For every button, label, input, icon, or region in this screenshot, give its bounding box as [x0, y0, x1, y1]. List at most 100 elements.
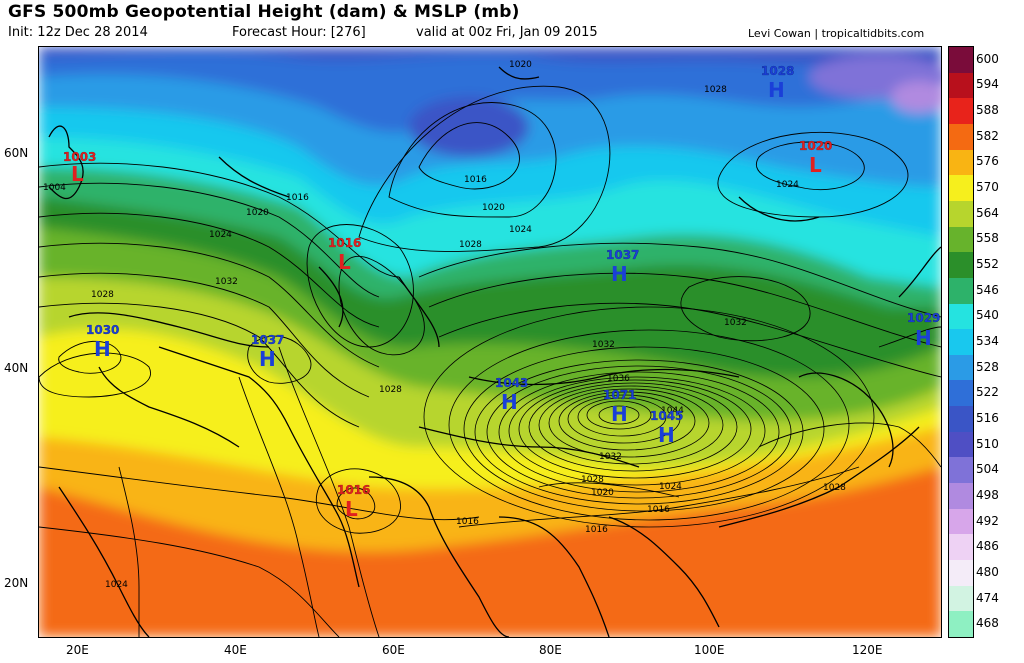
- map-title: GFS 500mb Geopotential Height (dam) & MS…: [8, 2, 520, 22]
- high-center: 1030 H: [86, 323, 120, 361]
- colorbar-label: 564: [976, 205, 999, 220]
- colorbar-swatch: [949, 534, 973, 561]
- colorbar-label: 474: [976, 590, 999, 605]
- colorbar-swatch: [949, 380, 973, 407]
- colorbar-label: 582: [976, 128, 999, 143]
- low-center-letter: L: [809, 153, 822, 177]
- high-center-letter: H: [768, 78, 785, 102]
- isobar-label: 1020: [591, 488, 614, 498]
- colorbar-label: 570: [976, 180, 999, 195]
- colorbar-swatch: [949, 175, 973, 202]
- colorbar-label: 510: [976, 436, 999, 451]
- high-center-value: 1037: [251, 333, 284, 347]
- credit: Levi Cowan | tropicaltidbits.com: [748, 27, 925, 40]
- isobar-label: 1032: [215, 277, 238, 287]
- colorbar-swatch: [949, 611, 973, 638]
- isobar-label: 1016: [456, 517, 479, 527]
- high-center-value: 1030: [86, 323, 119, 337]
- colorbar-label: 540: [976, 308, 999, 323]
- isobar-label: 1028: [459, 240, 482, 250]
- lat-label: 60N: [4, 146, 29, 160]
- isobar-label: 1020: [509, 60, 532, 70]
- coastlines: [48, 66, 941, 637]
- isobar-label: 1028: [704, 85, 727, 95]
- lat-label: 20N: [4, 576, 29, 590]
- low-center-value: 1016: [337, 483, 370, 497]
- colorbar-swatch: [949, 303, 973, 330]
- isobar-label: 1024: [509, 225, 532, 235]
- low-center-letter: L: [71, 162, 84, 186]
- high-center-value: 1029: [907, 311, 940, 325]
- colorbar-swatch: [949, 406, 973, 433]
- low-center-letter: L: [345, 497, 358, 521]
- isobar-label: 1016: [464, 175, 487, 185]
- high-center-letter: H: [259, 347, 276, 371]
- colorbar-label: 480: [976, 564, 999, 579]
- lon-label: 120E: [852, 643, 883, 657]
- colorbar-label: 534: [976, 334, 999, 348]
- colorbar-swatch: [949, 47, 973, 74]
- colorbar-swatch: [949, 508, 973, 535]
- lon-label: 20E: [66, 643, 89, 657]
- low-center: 1016 L: [337, 483, 371, 521]
- isobar-label: 1020: [246, 208, 269, 218]
- colorbar-label: 504: [976, 462, 999, 477]
- colorbar-swatch: [949, 585, 973, 612]
- colorbar-label: 552: [976, 257, 999, 272]
- colorbar-swatch: [949, 457, 973, 484]
- colorbar-label: 546: [976, 282, 999, 297]
- high-center: 1037 H: [251, 333, 285, 371]
- high-center-value: 1071: [603, 388, 636, 402]
- isobar-label: 1028: [581, 475, 604, 485]
- high-center: 1043 H: [495, 376, 529, 414]
- colorbar-label: 558: [976, 231, 999, 246]
- colorbar-label: 498: [976, 487, 999, 502]
- colorbar-swatch: [949, 149, 973, 176]
- colorbar-label: 594: [976, 77, 999, 92]
- isobar-label: 1016: [647, 505, 670, 515]
- high-center-letter: H: [915, 326, 932, 350]
- colorbar-label: 486: [976, 539, 999, 554]
- high-center: 1029 H: [907, 311, 941, 350]
- colorbar-swatch: [949, 72, 973, 99]
- colorbar-swatch: [949, 123, 973, 151]
- isobar-label: 1028: [379, 385, 402, 395]
- high-center-value: 1028: [761, 64, 794, 78]
- lon-label: 60E: [382, 643, 405, 657]
- colorbar-label: 522: [976, 385, 999, 400]
- low-center: 1016 L: [328, 236, 362, 274]
- colorbar-swatch: [949, 329, 973, 356]
- colorbar-swatch: [949, 98, 973, 125]
- colorbar-swatch: [949, 277, 973, 304]
- isobar-label: 1028: [91, 290, 114, 300]
- high-center-value: 1037: [606, 248, 639, 262]
- high-center-value: 1043: [495, 376, 528, 390]
- isobar-label: 1032: [724, 318, 747, 328]
- colorbar-label: 588: [976, 103, 999, 118]
- high-center-value: 1045: [650, 409, 683, 423]
- colorbar-swatch: [949, 226, 973, 253]
- isobar-label: 1032: [599, 452, 622, 462]
- colorbar-swatch: [949, 354, 973, 381]
- isobar-label: 1016: [585, 525, 608, 535]
- forecast-hour: Forecast Hour: [276]: [232, 25, 366, 40]
- isobar-label: 1024: [659, 482, 682, 492]
- colorbar-swatch: [949, 483, 973, 510]
- colorbar-label: 516: [976, 410, 999, 425]
- colorbar-label: 468: [976, 616, 999, 631]
- isobar-label: 1024: [209, 230, 232, 240]
- isobar-label: 1024: [776, 180, 799, 190]
- colorbar-label: 528: [976, 359, 999, 374]
- colorbar-swatch: [949, 560, 973, 587]
- high-center: 1028 H: [761, 64, 795, 102]
- height-field: [39, 47, 941, 637]
- valid-time: valid at 00z Fri, Jan 09 2015: [416, 25, 598, 40]
- isobar-label-group: 1020 1028 1016 1020 1024 1028 1016 1020 …: [43, 60, 846, 590]
- isobar-label: 1024: [105, 580, 128, 590]
- colorbar-label: 576: [976, 154, 999, 169]
- low-center-value: 1020: [799, 139, 832, 153]
- high-center-letter: H: [611, 262, 628, 286]
- init-time: Init: 12z Dec 28 2014: [8, 25, 148, 40]
- high-center: 1071 H: [603, 388, 637, 426]
- colorbar-label: 600: [976, 51, 999, 66]
